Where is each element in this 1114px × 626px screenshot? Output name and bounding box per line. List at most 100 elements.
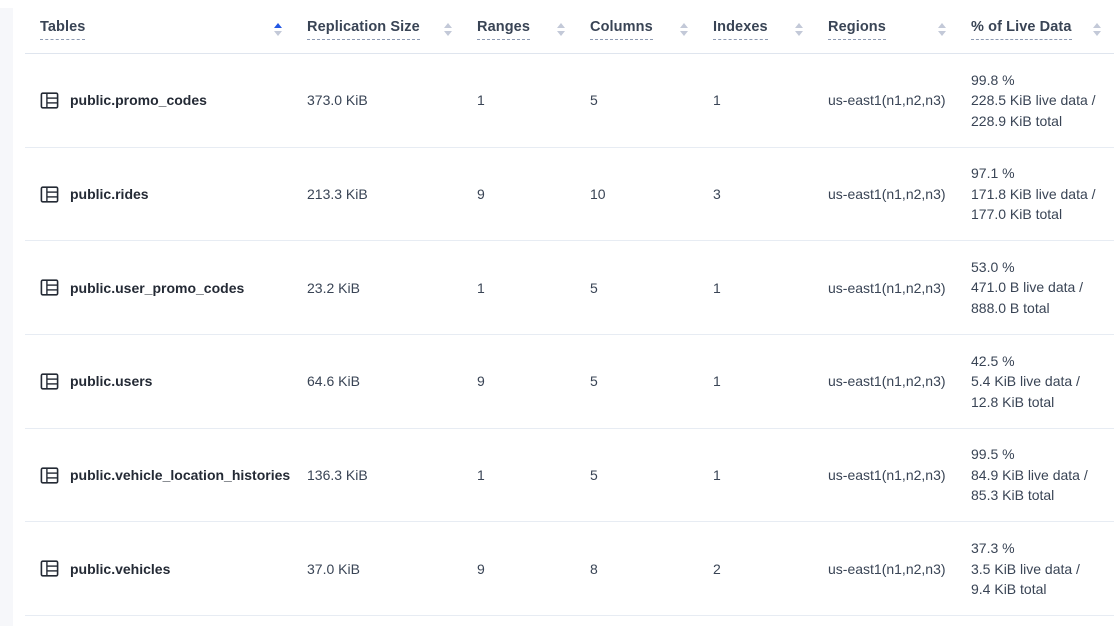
cell-regions: us-east1(n1,n2,n3) [828, 560, 946, 577]
cell-live-data: 99.5 % 84.9 KiB live data / 85.3 KiB tot… [959, 429, 1114, 522]
total-data-amount: 888.0 B total [971, 299, 1050, 316]
cell-replication-size: 37.0 KiB [307, 560, 360, 577]
column-header-replication-size[interactable]: Replication Size [295, 0, 465, 53]
total-data-amount: 177.0 KiB total [971, 206, 1063, 223]
table-row[interactable]: public.user_promo_codes 23.2 KiB 1 5 1 u… [25, 241, 1114, 336]
cell-table-name: public.user_promo_codes [25, 241, 295, 334]
live-data-amount: 84.9 KiB live data / [971, 466, 1088, 483]
cell-regions: us-east1(n1,n2,n3) [828, 467, 946, 484]
live-data-percent: 53.0 % [971, 258, 1015, 275]
sort-asc-triangle-icon [444, 23, 452, 28]
cell-replication-size: 373.0 KiB [307, 92, 368, 109]
cell-regions: us-east1(n1,n2,n3) [828, 92, 946, 109]
cell-replication-size: 213.3 KiB [307, 186, 368, 203]
cell-ranges: 1 [477, 92, 485, 109]
cell-live-data: 37.3 % 3.5 KiB live data / 9.4 KiB total [959, 522, 1114, 615]
live-data-amount: 5.4 KiB live data / [971, 373, 1080, 390]
sort-arrows-icon [557, 23, 565, 36]
cell-ranges: 9 [477, 560, 485, 577]
live-data-amount: 228.5 KiB live data / [971, 92, 1096, 109]
cell-table-name: public.vehicles [25, 522, 295, 615]
total-data-amount: 9.4 KiB total [971, 581, 1047, 598]
sort-asc-triangle-icon [938, 23, 946, 28]
cell-live-data: 99.8 % 228.5 KiB live data / 228.9 KiB t… [959, 54, 1114, 147]
cell-indexes: 1 [713, 373, 721, 390]
cell-live-data: 97.1 % 171.8 KiB live data / 177.0 KiB t… [959, 148, 1114, 241]
table-row[interactable]: public.users 64.6 KiB 9 5 1 us-east1(n1,… [25, 335, 1114, 429]
sort-desc-triangle-icon [680, 31, 688, 36]
cell-ranges: 9 [477, 186, 485, 203]
column-header-regions[interactable]: Regions [816, 0, 959, 53]
column-header-of-live-data[interactable]: % of Live Data [959, 0, 1114, 53]
cell-table-name: public.promo_codes [25, 54, 295, 147]
cell-ranges: 1 [477, 279, 485, 296]
column-header-label: Ranges [477, 19, 530, 40]
sort-desc-triangle-icon [1093, 31, 1101, 36]
column-header-label: Tables [40, 19, 86, 40]
table-grid-icon [40, 278, 59, 297]
sort-arrows-icon [274, 23, 282, 36]
table-header-row: Tables Replication Size Ranges Columns I… [25, 0, 1114, 54]
table-name-link[interactable]: public.vehicles [70, 560, 171, 577]
cell-indexes: 1 [713, 467, 721, 484]
sort-arrows-icon [680, 23, 688, 36]
total-data-amount: 85.3 KiB total [971, 487, 1055, 504]
sort-arrows-icon [444, 23, 452, 36]
table-name-link[interactable]: public.vehicle_location_histories [70, 467, 291, 484]
column-header-label: Columns [590, 19, 653, 40]
sort-arrows-icon [1093, 23, 1101, 36]
sort-arrows-icon [795, 23, 803, 36]
cell-table-name: public.vehicle_location_histories [25, 429, 295, 522]
cell-table-name: public.rides [25, 148, 295, 241]
column-header-tables[interactable]: Tables [25, 0, 295, 53]
table-name-link[interactable]: public.users [70, 373, 153, 390]
table-grid-icon [40, 466, 59, 485]
column-header-indexes[interactable]: Indexes [701, 0, 816, 53]
cell-indexes: 3 [713, 186, 721, 203]
column-header-label: Replication Size [307, 19, 420, 40]
table-row[interactable]: public.vehicles 37.0 KiB 9 8 2 us-east1(… [25, 522, 1114, 617]
cell-regions: us-east1(n1,n2,n3) [828, 186, 946, 203]
cell-indexes: 2 [713, 560, 721, 577]
table-row[interactable]: public.vehicle_location_histories 136.3 … [25, 429, 1114, 523]
sort-asc-triangle-icon [1093, 23, 1101, 28]
table-grid-icon [40, 372, 59, 391]
cell-replication-size: 136.3 KiB [307, 467, 368, 484]
cell-columns: 10 [590, 186, 606, 203]
cell-indexes: 1 [713, 92, 721, 109]
cell-columns: 5 [590, 92, 598, 109]
sort-asc-triangle-icon [557, 23, 565, 28]
live-data-amount: 171.8 KiB live data / [971, 185, 1096, 202]
live-data-percent: 99.5 % [971, 446, 1015, 463]
total-data-amount: 12.8 KiB total [971, 393, 1055, 410]
table-grid-icon [40, 91, 59, 110]
cell-columns: 8 [590, 560, 598, 577]
table-row[interactable]: public.rides 213.3 KiB 9 10 3 us-east1(n… [25, 148, 1114, 242]
cell-regions: us-east1(n1,n2,n3) [828, 373, 946, 390]
column-header-label: Indexes [713, 19, 768, 40]
sort-desc-triangle-icon [795, 31, 803, 36]
column-header-label: % of Live Data [971, 19, 1072, 40]
column-header-columns[interactable]: Columns [578, 0, 701, 53]
table-body: public.promo_codes 373.0 KiB 1 5 1 us-ea… [25, 54, 1114, 617]
cell-ranges: 9 [477, 373, 485, 390]
live-data-percent: 37.3 % [971, 540, 1015, 557]
table-grid-icon [40, 185, 59, 204]
cell-live-data: 53.0 % 471.0 B live data / 888.0 B total [959, 241, 1114, 334]
sort-desc-triangle-icon [444, 31, 452, 36]
sort-asc-triangle-icon [680, 23, 688, 28]
table-row[interactable]: public.promo_codes 373.0 KiB 1 5 1 us-ea… [25, 54, 1114, 148]
cell-ranges: 1 [477, 467, 485, 484]
live-data-percent: 42.5 % [971, 352, 1015, 369]
cell-replication-size: 64.6 KiB [307, 373, 360, 390]
sort-asc-triangle-icon [795, 23, 803, 28]
column-header-label: Regions [828, 19, 886, 40]
column-header-ranges[interactable]: Ranges [465, 0, 578, 53]
cell-live-data: 42.5 % 5.4 KiB live data / 12.8 KiB tota… [959, 335, 1114, 428]
table-name-link[interactable]: public.user_promo_codes [70, 279, 245, 296]
cell-table-name: public.users [25, 335, 295, 428]
table-name-link[interactable]: public.rides [70, 186, 149, 203]
table-name-link[interactable]: public.promo_codes [70, 92, 207, 109]
live-data-percent: 97.1 % [971, 165, 1015, 182]
